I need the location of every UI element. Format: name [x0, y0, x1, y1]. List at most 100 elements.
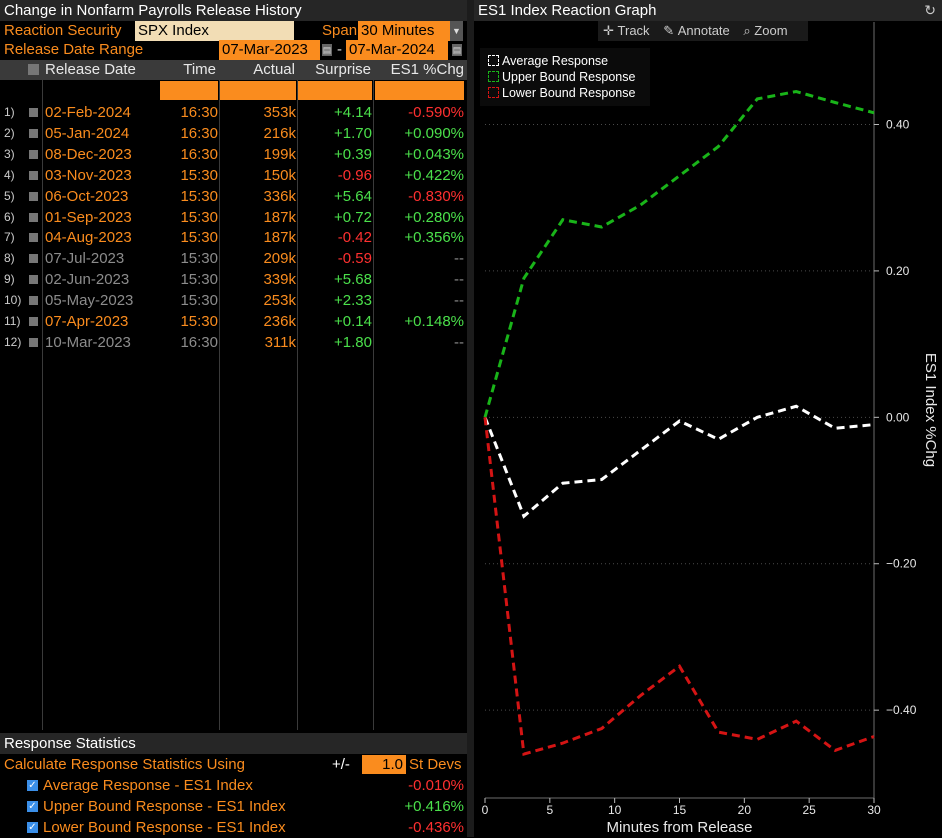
legend-upper[interactable]: Upper Bound Response — [488, 69, 635, 85]
row-checkbox[interactable] — [29, 317, 38, 326]
table-row[interactable]: 9) 02-Jun-2023 15:30 339k +5.68 -- — [0, 269, 467, 290]
row-checkbox[interactable] — [29, 128, 38, 138]
stats-item-label: Upper Bound Response - ES1 Index — [43, 798, 286, 815]
filter-surprise[interactable] — [298, 81, 372, 100]
date-to-input[interactable]: 07-Mar-2024 — [346, 40, 448, 60]
series-line-upper — [483, 89, 875, 418]
response-statistics-title: Response Statistics — [0, 733, 471, 754]
annotate-tool[interactable]: ✎ Annotate — [658, 21, 735, 41]
filter-actual[interactable] — [220, 81, 296, 100]
row-checkbox[interactable] — [29, 191, 38, 201]
actual-cell: 311k — [264, 333, 296, 351]
filter-time[interactable] — [160, 81, 218, 100]
zoom-tool[interactable]: ⌕ Zoom — [738, 21, 792, 41]
time-cell: 15:30 — [180, 313, 218, 330]
legend-average[interactable]: Average Response — [488, 53, 608, 69]
actual-cell: 209k — [263, 250, 296, 268]
col-surprise[interactable]: Surprise — [315, 61, 371, 78]
track-tool[interactable]: ✛ Track — [598, 21, 655, 41]
row-number: 5) — [4, 188, 15, 203]
stats-checkbox-check-icon[interactable]: ✓ — [27, 780, 38, 791]
table-row[interactable]: 6) 01-Sep-2023 15:30 187k +0.72 +0.280% — [0, 207, 467, 228]
release-date-cell: 07-Apr-2023 — [45, 313, 129, 330]
row-checkbox[interactable] — [29, 170, 38, 180]
time-cell: 15:30 — [180, 166, 218, 184]
reaction-security-input[interactable]: SPX Index — [135, 21, 294, 41]
x-tick-label: 15 — [673, 803, 687, 817]
x-tick-label: 0 — [482, 803, 489, 817]
x-tick-label: 25 — [802, 803, 816, 817]
stats-checkbox-check-icon[interactable]: ✓ — [27, 801, 38, 812]
legend-swatch-red-icon — [488, 87, 499, 98]
stats-item[interactable]: ✓ Lower Bound Response - ES1 Index -0.436% — [0, 817, 467, 838]
surprise-cell: -0.42 — [337, 229, 372, 247]
refresh-icon[interactable]: ↻ — [924, 2, 936, 18]
y-tick-label: −0.20 — [886, 557, 917, 571]
row-number: 3) — [4, 146, 15, 161]
col-time[interactable]: Time — [183, 61, 216, 78]
span-dropdown[interactable]: 30 Minutes — [358, 21, 452, 41]
row-checkbox[interactable] — [29, 275, 38, 285]
table-row[interactable]: 12) 10-Mar-2023 16:30 311k +1.80 -- — [0, 332, 467, 353]
table-row[interactable]: 7) 04-Aug-2023 15:30 187k -0.42 +0.356% — [0, 227, 467, 248]
table-row[interactable]: 2) 05-Jan-2024 16:30 216k +1.70 +0.090% — [0, 123, 467, 144]
row-checkbox[interactable] — [29, 212, 38, 222]
row-checkbox[interactable] — [29, 296, 38, 306]
surprise-cell: +5.68 — [334, 271, 372, 289]
table-row[interactable]: 5) 06-Oct-2023 15:30 336k +5.64 -0.830% — [0, 186, 467, 207]
series-line-average — [483, 404, 875, 519]
chart-legend: Average Response Upper Bound Response Lo… — [480, 48, 650, 106]
y-tick-label: 0.40 — [886, 117, 910, 131]
row-number: 9) — [4, 272, 15, 287]
magnifier-icon: ⌕ — [743, 23, 751, 38]
stats-checkbox-check-icon[interactable]: ✓ — [27, 822, 38, 833]
stats-item[interactable]: ✓ Upper Bound Response - ES1 Index +0.416% — [0, 796, 467, 817]
y-tick-label: 0.20 — [886, 264, 910, 278]
table-row[interactable]: 10) 05-May-2023 15:30 253k +2.33 -- — [0, 290, 467, 311]
table-row[interactable]: 4) 03-Nov-2023 15:30 150k -0.96 +0.422% — [0, 165, 467, 186]
table-row[interactable]: 11) 07-Apr-2023 15:30 236k +0.14 +0.148% — [0, 311, 467, 332]
date-from-input[interactable]: 07-Mar-2023 — [219, 40, 320, 60]
column-divider — [219, 60, 220, 730]
actual-cell: 199k — [263, 145, 296, 163]
release-date-cell: 05-May-2023 — [45, 292, 134, 310]
row-checkbox[interactable] — [29, 337, 38, 347]
time-cell: 15:30 — [180, 250, 218, 268]
release-date-cell: 04-Aug-2023 — [45, 229, 132, 247]
row-checkbox[interactable] — [29, 254, 38, 264]
date-separator: - — [337, 41, 342, 58]
release-date-cell: 08-Dec-2023 — [45, 145, 132, 163]
col-actual[interactable]: Actual — [253, 61, 295, 78]
es1-chg-cell: -- — [454, 333, 464, 351]
y-axis-label: ES1 Index %Chg — [922, 353, 939, 467]
release-date-cell: 02-Jun-2023 — [45, 271, 130, 289]
column-divider — [297, 60, 298, 730]
col-es1-chg[interactable]: ES1 %Chg — [390, 61, 464, 78]
row-number: 6) — [4, 209, 15, 224]
stdev-label: St Devs — [409, 756, 462, 773]
filter-es1-chg[interactable] — [375, 81, 464, 100]
panel-divider[interactable] — [467, 0, 474, 837]
col-release-date[interactable]: Release Date — [45, 61, 136, 78]
y-tick-label: 0.00 — [886, 410, 910, 424]
legend-lower[interactable]: Lower Bound Response — [488, 85, 635, 101]
select-all-checkbox[interactable] — [28, 64, 39, 75]
row-checkbox[interactable] — [29, 233, 38, 243]
row-number: 10) — [4, 293, 22, 308]
calc-stats-row: Calculate Response Statistics Using +/- … — [0, 754, 467, 775]
table-row[interactable]: 1) 02-Feb-2024 16:30 353k +4.14 -0.590% — [0, 102, 467, 123]
reaction-chart[interactable]: 0.40 0.20 0.00 −0.20 −0.40 0 5 10 15 20 25 30 Minute… — [474, 0, 942, 837]
x-tick-label: 20 — [738, 803, 752, 817]
calendar-from-icon[interactable]: ▤ — [322, 44, 332, 56]
surprise-cell: +1.80 — [334, 333, 372, 351]
table-row[interactable]: 8) 07-Jul-2023 15:30 209k -0.59 -- — [0, 248, 467, 269]
stats-item[interactable]: ✓ Average Response - ES1 Index -0.010% — [0, 775, 467, 796]
calendar-to-icon[interactable]: ▤ — [452, 44, 462, 56]
row-number: 12) — [4, 334, 22, 349]
row-checkbox[interactable] — [29, 149, 38, 159]
span-dropdown-arrow-icon[interactable]: ▼ — [450, 21, 463, 41]
table-row[interactable]: 3) 08-Dec-2023 16:30 199k +0.39 +0.043% — [0, 144, 467, 165]
row-checkbox[interactable] — [29, 108, 38, 117]
stdev-input[interactable]: 1.0 — [362, 755, 406, 774]
column-divider — [42, 60, 43, 730]
